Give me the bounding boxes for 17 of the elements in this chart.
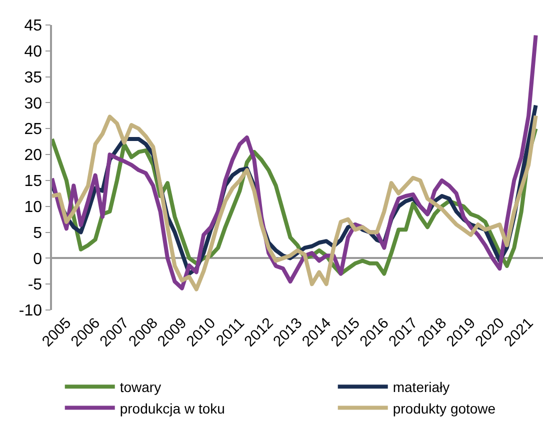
y-tick-label: 35 — [24, 69, 42, 86]
legend-label: produkcja w toku — [120, 400, 225, 416]
y-tick-label: 10 — [24, 198, 42, 216]
y-tick-label: 25 — [24, 121, 42, 138]
y-tick-label: 30 — [24, 95, 42, 112]
line-series — [52, 33, 538, 290]
legend-label: towary — [120, 379, 162, 396]
legend-label: produkty gotowe — [392, 400, 496, 416]
y-tick-label: -5 — [28, 276, 42, 294]
y-tick-label: 45 — [24, 18, 42, 35]
y-tick-label: -10 — [18, 302, 42, 320]
y-tick-label: 0 — [33, 250, 42, 268]
legend-label: materiały — [392, 379, 450, 396]
y-tick-label: 15 — [24, 173, 42, 190]
y-tick-label: 5 — [33, 224, 42, 242]
y-tick-label: 40 — [24, 44, 42, 61]
y-tick-label: 20 — [24, 147, 42, 164]
